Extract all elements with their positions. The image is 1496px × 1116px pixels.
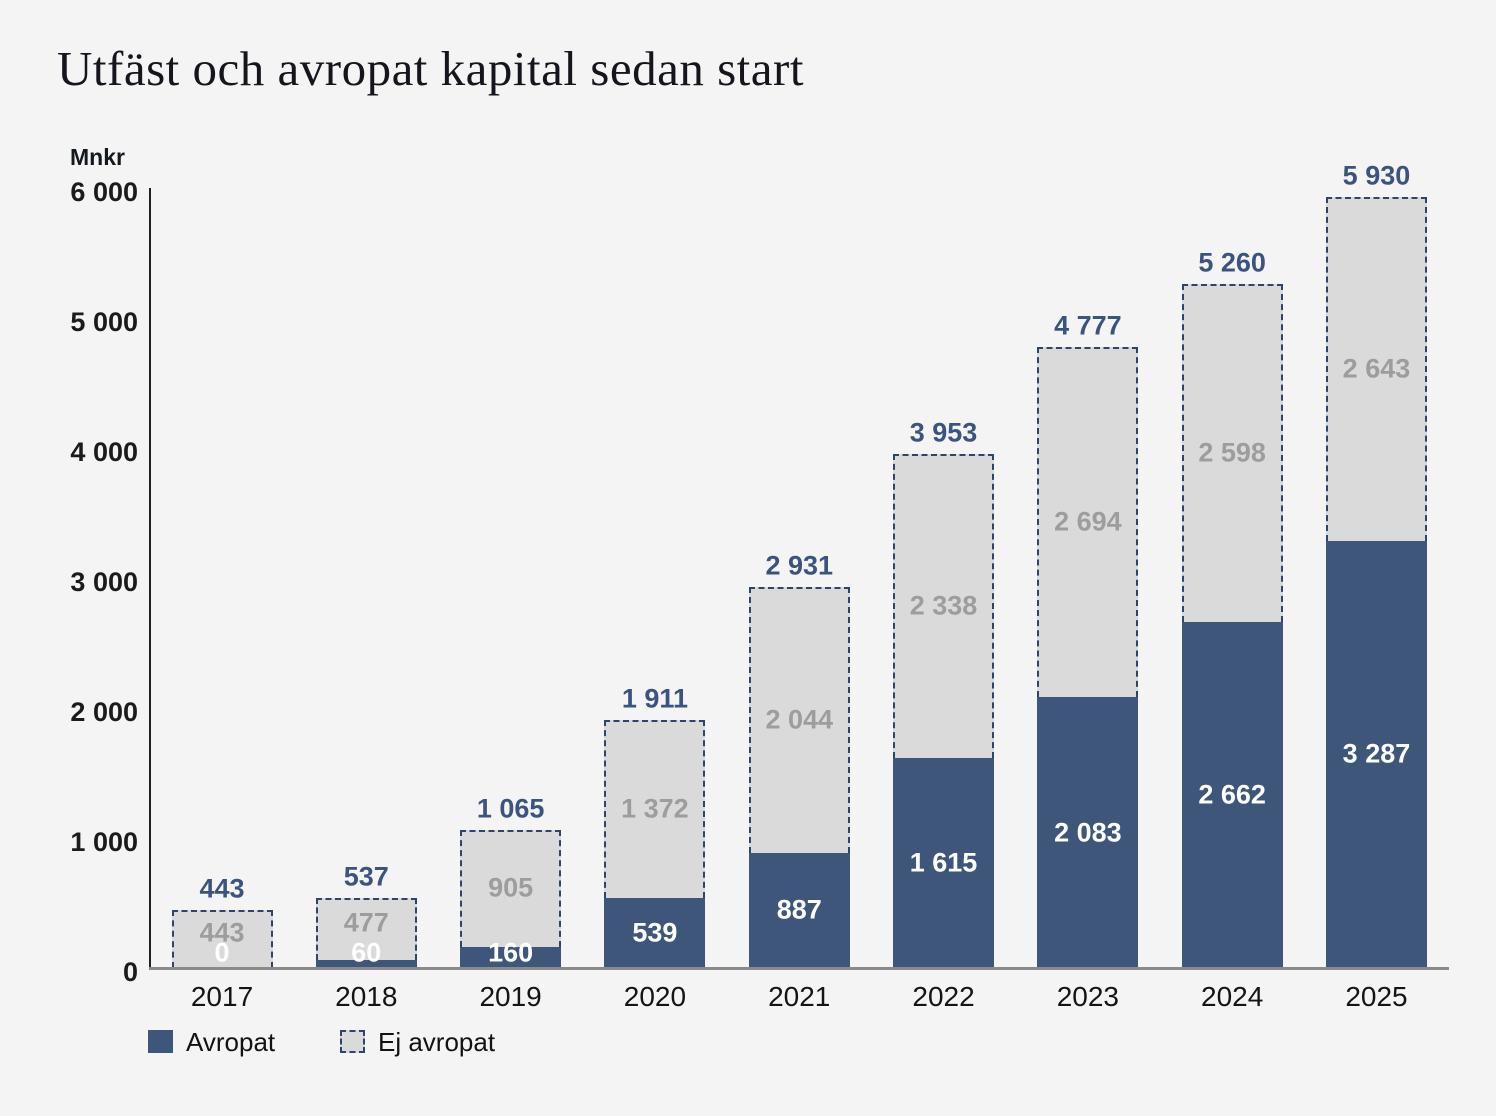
bar-value-label-avropat: 160 bbox=[488, 937, 534, 968]
legend-label-avropat: Avropat bbox=[186, 1027, 276, 1057]
bar-value-label-ej-avropat: 2 694 bbox=[1054, 506, 1122, 537]
bar-segment-ej-avropat bbox=[748, 586, 850, 853]
bar-total-label: 443 bbox=[199, 873, 245, 904]
bar-segment-avropat bbox=[1037, 697, 1139, 968]
bar-value-label-avropat: 2 083 bbox=[1054, 817, 1122, 848]
y-tick-label: 2 000 bbox=[70, 697, 138, 727]
x-tick-label: 2017 bbox=[190, 981, 254, 1012]
bar-value-label-avropat: 60 bbox=[351, 937, 382, 968]
bar-value-label-ej-avropat: 2 598 bbox=[1198, 437, 1266, 468]
bar-segment-ej-avropat bbox=[893, 454, 995, 759]
legend-swatch-ej-avropat bbox=[340, 1030, 365, 1053]
y-tick-label: 1 000 bbox=[70, 827, 138, 857]
bar-segment-avropat bbox=[1181, 621, 1283, 968]
y-axis-unit-label: Mnkr bbox=[70, 144, 125, 170]
y-tick-label: 4 000 bbox=[70, 437, 138, 467]
x-tick-label: 2020 bbox=[623, 981, 687, 1012]
bar-value-label-avropat: 3 287 bbox=[1342, 738, 1411, 769]
bar-segment-ej-avropat bbox=[1181, 284, 1283, 622]
bar-total-label: 1 911 bbox=[621, 683, 688, 714]
legend-swatch-avropat bbox=[148, 1030, 173, 1053]
bar-value-label-avropat: 1 615 bbox=[909, 847, 978, 878]
bar-segment-ej-avropat bbox=[604, 719, 706, 898]
bar-segment-ej-avropat bbox=[1325, 197, 1427, 541]
bar-segment-ej-avropat bbox=[171, 910, 273, 968]
bar-value-label-avropat: 539 bbox=[632, 917, 678, 948]
bar-total-label: 3 953 bbox=[909, 417, 978, 448]
bar-value-label-ej-avropat: 905 bbox=[488, 872, 534, 903]
bar-value-label-avropat: 887 bbox=[776, 894, 822, 925]
y-tick-label: 3 000 bbox=[70, 567, 138, 597]
bar-segment-ej-avropat bbox=[460, 829, 562, 948]
bar-total-label: 5 260 bbox=[1198, 247, 1266, 278]
legend-label-ej-avropat: Ej avropat bbox=[378, 1027, 496, 1057]
bar-segment-ej-avropat bbox=[1037, 346, 1139, 698]
x-axis-line bbox=[149, 967, 1449, 970]
bar-segment-avropat bbox=[748, 852, 850, 968]
bar-value-label-ej-avropat: 443 bbox=[199, 917, 245, 948]
bar-total-label: 1 065 bbox=[476, 793, 545, 824]
bar-segment-avropat bbox=[460, 947, 562, 968]
y-axis-line bbox=[149, 188, 151, 969]
x-tick-label: 2023 bbox=[1056, 981, 1120, 1012]
x-tick-label: 2022 bbox=[912, 981, 975, 1012]
x-tick-label: 2021 bbox=[768, 981, 831, 1012]
bar-total-label: 4 777 bbox=[1054, 310, 1122, 341]
y-tick-label: 0 bbox=[122, 957, 138, 987]
x-tick-label: 2024 bbox=[1201, 981, 1264, 1012]
chart-title: Utfäst och avropat kapital sedan start bbox=[57, 41, 804, 96]
bar-value-label-avropat: 2 662 bbox=[1198, 779, 1266, 810]
x-tick-label: 2019 bbox=[479, 981, 542, 1012]
bar-segment-avropat bbox=[315, 960, 417, 968]
bar-value-label-avropat: 0 bbox=[214, 937, 230, 968]
bar-value-label-ej-avropat: 2 643 bbox=[1342, 353, 1411, 384]
bar-segment-avropat bbox=[893, 758, 995, 968]
bar-value-label-ej-avropat: 2 044 bbox=[765, 704, 834, 735]
bar-value-label-ej-avropat: 1 372 bbox=[621, 793, 689, 824]
bar-segment-ej-avropat bbox=[315, 898, 417, 961]
bar-total-label: 2 931 bbox=[765, 550, 834, 581]
bar-total-label: 5 930 bbox=[1342, 160, 1411, 191]
bar-value-label-ej-avropat: 477 bbox=[343, 907, 389, 938]
bar-value-label-ej-avropat: 2 338 bbox=[909, 590, 978, 621]
bar-total-label: 537 bbox=[343, 861, 389, 892]
x-tick-label: 2025 bbox=[1345, 981, 1408, 1012]
y-tick-label: 6 000 bbox=[70, 177, 138, 207]
y-tick-label: 5 000 bbox=[70, 307, 138, 337]
x-tick-label: 2018 bbox=[335, 981, 398, 1012]
bar-segment-avropat bbox=[604, 897, 706, 968]
bar-segment-avropat bbox=[1325, 540, 1427, 968]
